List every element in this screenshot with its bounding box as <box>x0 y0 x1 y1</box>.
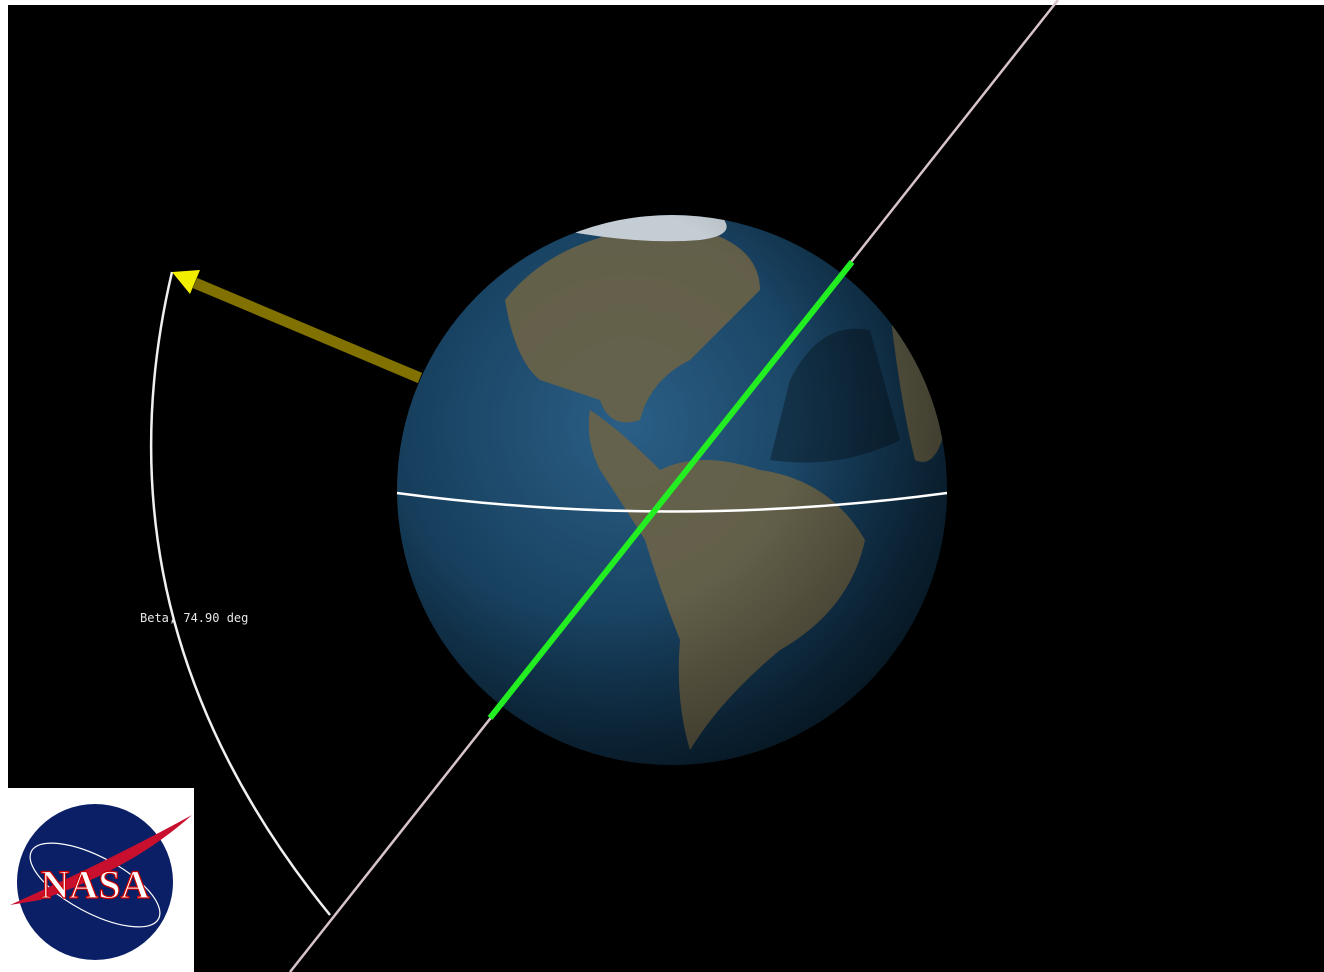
beta-arc <box>149 271 331 916</box>
beta-label: Beta, 74.90 deg <box>140 611 248 625</box>
sun-arrowhead <box>172 270 200 294</box>
orbit-segment <box>487 260 855 720</box>
nasa-logo: NASA <box>8 788 194 972</box>
logo-text: NASA <box>41 862 150 907</box>
sun-vector <box>192 277 423 384</box>
equator <box>396 491 948 513</box>
